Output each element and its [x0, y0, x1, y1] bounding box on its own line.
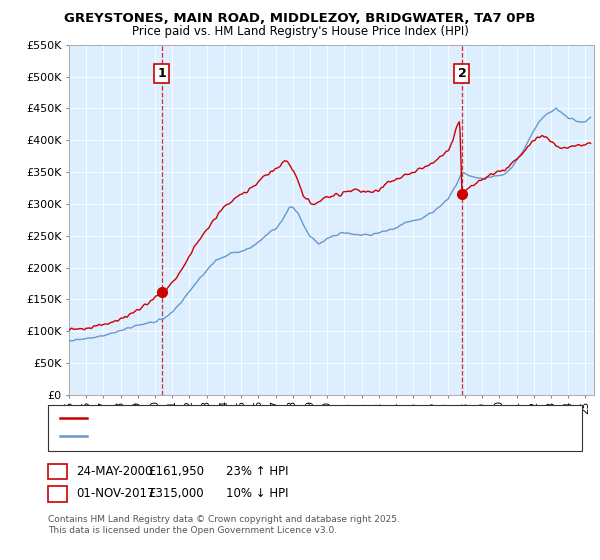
Text: 1: 1 [157, 67, 166, 80]
Text: 01-NOV-2017: 01-NOV-2017 [76, 487, 155, 501]
Text: GREYSTONES, MAIN ROAD, MIDDLEZOY, BRIDGWATER, TA7 0PB: GREYSTONES, MAIN ROAD, MIDDLEZOY, BRIDGW… [64, 12, 536, 25]
Text: 10% ↓ HPI: 10% ↓ HPI [226, 487, 289, 501]
Text: 2: 2 [53, 487, 62, 501]
Text: HPI: Average price, detached house, Somerset: HPI: Average price, detached house, Some… [93, 431, 336, 441]
Text: 1: 1 [53, 465, 62, 478]
Text: 2: 2 [458, 67, 466, 80]
Text: 24-MAY-2000: 24-MAY-2000 [76, 465, 152, 478]
Text: £315,000: £315,000 [148, 487, 204, 501]
Text: Price paid vs. HM Land Registry's House Price Index (HPI): Price paid vs. HM Land Registry's House … [131, 25, 469, 38]
Text: GREYSTONES, MAIN ROAD, MIDDLEZOY, BRIDGWATER, TA7 0PB (detached house): GREYSTONES, MAIN ROAD, MIDDLEZOY, BRIDGW… [93, 413, 517, 423]
Text: Contains HM Land Registry data © Crown copyright and database right 2025.
This d: Contains HM Land Registry data © Crown c… [48, 515, 400, 535]
Text: £161,950: £161,950 [148, 465, 204, 478]
Text: 23% ↑ HPI: 23% ↑ HPI [226, 465, 289, 478]
